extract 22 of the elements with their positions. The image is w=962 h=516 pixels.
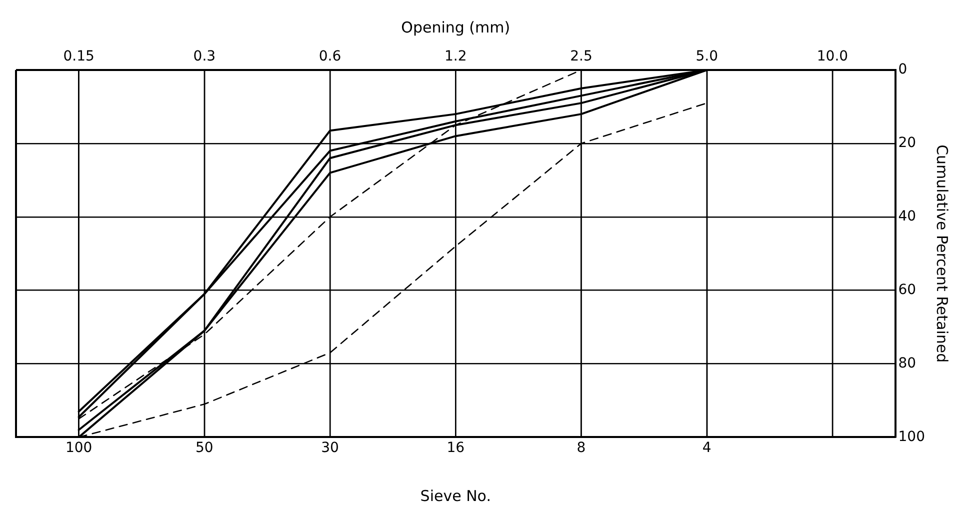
y-tick-label: 20 xyxy=(898,135,916,152)
y-tick-label: 60 xyxy=(898,282,916,298)
text: 2.5 xyxy=(570,48,592,65)
y-tick-label: 80 xyxy=(898,355,916,372)
text: 0.6 xyxy=(318,48,342,65)
x-tick-label: 100 xyxy=(65,440,92,456)
text: 10.0 xyxy=(816,48,848,65)
text: 1.2 xyxy=(444,48,467,65)
y-tick-label: 100 xyxy=(898,428,926,445)
x-tick-label: 16 xyxy=(446,440,465,456)
x-tick-label: 30 xyxy=(321,440,339,456)
y-axis-title: Cumulative Percent Retained xyxy=(933,144,952,363)
text: 5.0 xyxy=(696,48,718,65)
text: 0.15 xyxy=(63,48,94,65)
x2-axis-title: Opening (mm) xyxy=(401,18,510,36)
x-tick-label: 4 xyxy=(702,440,712,456)
x-tick-label: 50 xyxy=(196,440,214,456)
text: 0.3 xyxy=(193,48,216,65)
y-tick-label: 0 xyxy=(898,62,908,78)
x-tick-label: 8 xyxy=(576,440,586,456)
x-axis-title: Sieve No. xyxy=(420,486,491,505)
y-tick-label: 40 xyxy=(898,208,916,225)
